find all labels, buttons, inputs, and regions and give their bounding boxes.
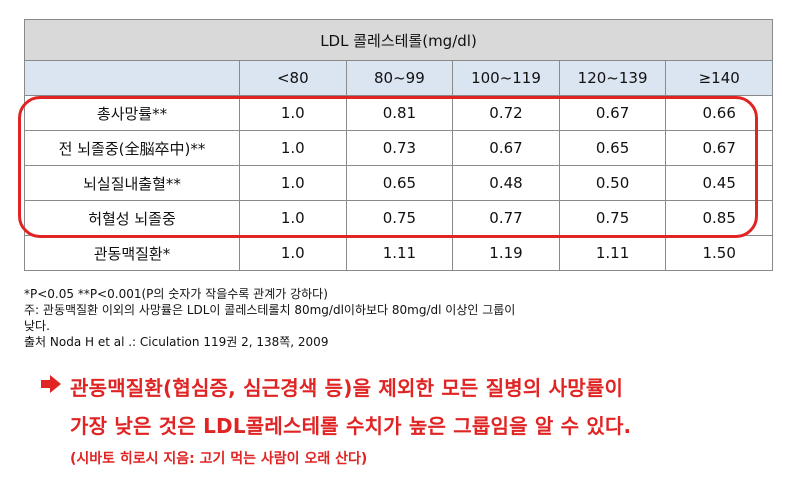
table-cell: 1.19 — [452, 235, 560, 271]
table-cell: 0.67 — [665, 130, 773, 166]
footnote-note: 주: 관동맥질환 이외의 사망률은 LDL이 콜레스테롤치 80mg/dl이하보… — [24, 303, 516, 317]
table-cell: 0.77 — [452, 200, 560, 236]
table-cell: 0.48 — [452, 165, 560, 201]
row-label: 전 뇌졸중(全脳卒中)** — [24, 130, 240, 166]
table-row: 허혈성 뇌졸중 1.0 0.75 0.77 0.75 0.85 — [24, 200, 773, 236]
column-header: 100~119 — [452, 60, 560, 96]
row-label: 관동맥질환* — [24, 235, 240, 271]
table-cell: 1.0 — [239, 95, 347, 131]
footnote-source: 출처 Noda H et al .: Ciculation 119권 2, 13… — [24, 335, 329, 349]
table-cell: 0.45 — [665, 165, 773, 201]
table-row: 총사망률** 1.0 0.81 0.72 0.67 0.66 — [24, 95, 773, 131]
column-header: <80 — [239, 60, 347, 96]
row-label: 허혈성 뇌졸중 — [24, 200, 240, 236]
table-cell: 0.85 — [665, 200, 773, 236]
header-empty-cell — [24, 60, 240, 96]
table-cell: 0.66 — [665, 95, 773, 131]
table-cell: 0.50 — [558, 165, 667, 201]
row-label: 뇌실질내출혈** — [24, 165, 240, 201]
table-cell: 0.81 — [345, 95, 454, 131]
table-cell: 1.0 — [239, 130, 347, 166]
column-header: 120~139 — [558, 60, 667, 96]
table-cell: 0.65 — [558, 130, 667, 166]
table-cell: 0.72 — [452, 95, 560, 131]
table-row: 전 뇌졸중(全脳卒中)** 1.0 0.73 0.67 0.65 0.67 — [24, 130, 773, 166]
table-row: 뇌실질내출혈** 1.0 0.65 0.48 0.50 0.45 — [24, 165, 773, 201]
column-header: ≥140 — [665, 60, 773, 96]
table-title: LDL 콜레스테롤(mg/dl) — [24, 19, 773, 61]
table-cell: 1.0 — [239, 200, 347, 236]
ldl-mortality-table: LDL 콜레스테롤(mg/dl) <80 80~99 100~119 120~1… — [24, 19, 773, 271]
table-cell: 0.65 — [345, 165, 454, 201]
table-cell: 0.67 — [558, 95, 667, 131]
table-cell: 0.75 — [345, 200, 454, 236]
conclusion-source: (시바토 히로시 지음: 고기 먹는 사람이 오래 산다) — [70, 451, 368, 467]
conclusion-line-2: 가장 낮은 것은 LDL콜레스테롤 수치가 높은 그룹임을 알 수 있다. — [70, 414, 632, 438]
table-cell: 1.11 — [345, 235, 454, 271]
table-cell: 0.73 — [345, 130, 454, 166]
table-row: 관동맥질환* 1.0 1.11 1.19 1.11 1.50 — [24, 235, 773, 271]
table-cell: 1.50 — [665, 235, 773, 271]
arrow-right-icon — [41, 375, 61, 393]
table-cell: 1.0 — [239, 165, 347, 201]
footnote-note-cont: 낮다. — [24, 319, 50, 333]
footnotes: *P<0.05 **P<0.001(P의 숫자가 작을수록 관계가 강하다) 주… — [24, 286, 724, 350]
table-cell: 0.67 — [452, 130, 560, 166]
table-cell: 0.75 — [558, 200, 667, 236]
row-label: 총사망률** — [24, 95, 240, 131]
table-cell: 1.11 — [558, 235, 667, 271]
ldl-table-container: LDL 콜레스테롤(mg/dl) <80 80~99 100~119 120~1… — [24, 19, 773, 271]
table-cell: 1.0 — [239, 235, 347, 271]
footnote-significance: *P<0.05 **P<0.001(P의 숫자가 작을수록 관계가 강하다) — [24, 287, 328, 301]
conclusion-line-1: 관동맥질환(협심증, 심근경색 등)을 제외한 모든 질병의 사망률이 — [70, 376, 624, 400]
column-header: 80~99 — [345, 60, 454, 96]
